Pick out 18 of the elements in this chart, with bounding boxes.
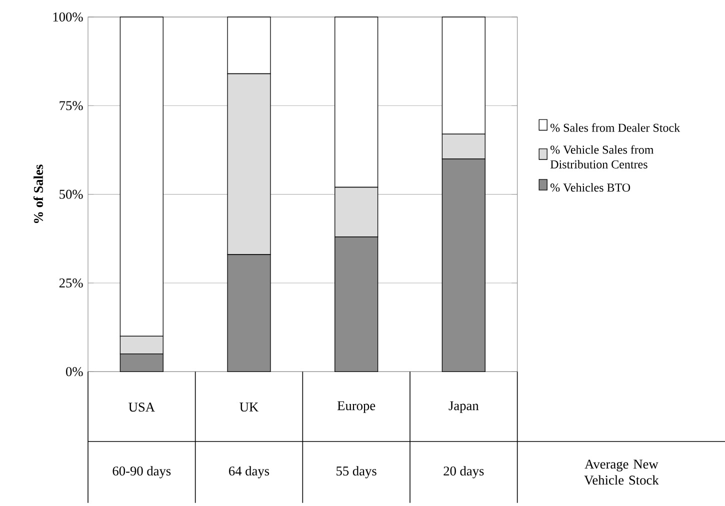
x-tick-label: USA xyxy=(128,402,155,412)
legend-label: % Vehicles BTO xyxy=(550,183,630,192)
text: 64 days xyxy=(229,466,270,478)
text: 60-90 days xyxy=(112,466,171,478)
text: 20 days xyxy=(444,466,484,478)
y-tick-label: 100% xyxy=(53,12,83,22)
y-axis-title: % of Sales xyxy=(33,164,44,224)
text: 55 days xyxy=(336,466,376,478)
y-tick-label: 25% xyxy=(59,278,83,288)
y-tick-label: 75% xyxy=(60,101,83,110)
x-tick-label: Europe xyxy=(337,402,376,414)
x-tick-label: UK xyxy=(240,402,258,412)
legend-label: % Vehicle Sales from Distribution Centres xyxy=(550,145,654,169)
x-tick-label: Japan xyxy=(448,402,479,414)
text: Average New Vehicle Stock xyxy=(584,460,659,485)
legend-label: % Sales from Dealer Stock xyxy=(550,123,680,132)
y-tick-label: 50% xyxy=(60,190,83,200)
y-tick-label: 0% xyxy=(66,367,83,376)
